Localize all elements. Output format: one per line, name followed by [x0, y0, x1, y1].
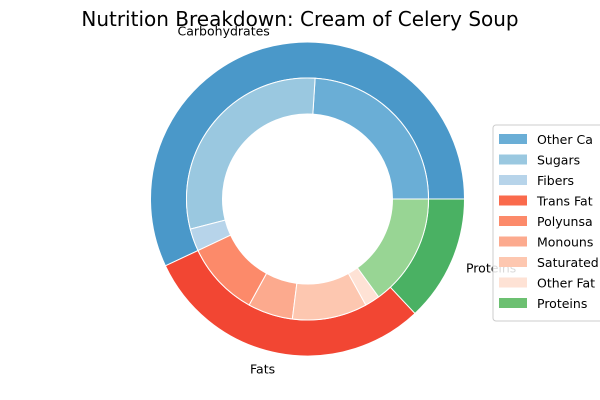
chart-title: Nutrition Breakdown: Cream of Celery Sou… — [81, 7, 518, 31]
legend-swatch-2 — [499, 175, 527, 185]
legend-swatch-4 — [499, 216, 527, 226]
legend-frame — [492, 124, 600, 322]
legend-swatch-0 — [499, 134, 527, 144]
legend-label-6: Saturated — [537, 255, 599, 270]
outer-label-carbohydrates: Carbohydrates — [178, 23, 270, 38]
legend-label-4: Polyunsa — [537, 214, 593, 229]
legend-swatch-3 — [499, 195, 527, 206]
inner-ring — [186, 77, 430, 321]
legend-label-7: Other Fat — [537, 276, 595, 291]
legend-label-2: Fibers — [537, 173, 574, 188]
inner-slice-proteins — [356, 198, 430, 298]
legend: Other Ca Sugars Fibers Trans Fat Polyunsa Mon… — [492, 124, 600, 322]
legend-label-3: Trans Fat — [536, 194, 593, 209]
legend-swatch-8 — [499, 298, 527, 308]
legend-label-5: Monouns — [537, 235, 593, 250]
legend-swatch-1 — [499, 154, 527, 165]
legend-label-0: Other Ca — [537, 132, 593, 147]
legend-label-1: Sugars — [537, 153, 580, 168]
legend-swatch-5 — [499, 236, 527, 247]
legend-swatch-6 — [499, 257, 527, 267]
outer-label-fats: Fats — [250, 362, 275, 377]
legend-swatch-7 — [499, 277, 527, 288]
legend-label-8: Proteins — [537, 296, 587, 311]
